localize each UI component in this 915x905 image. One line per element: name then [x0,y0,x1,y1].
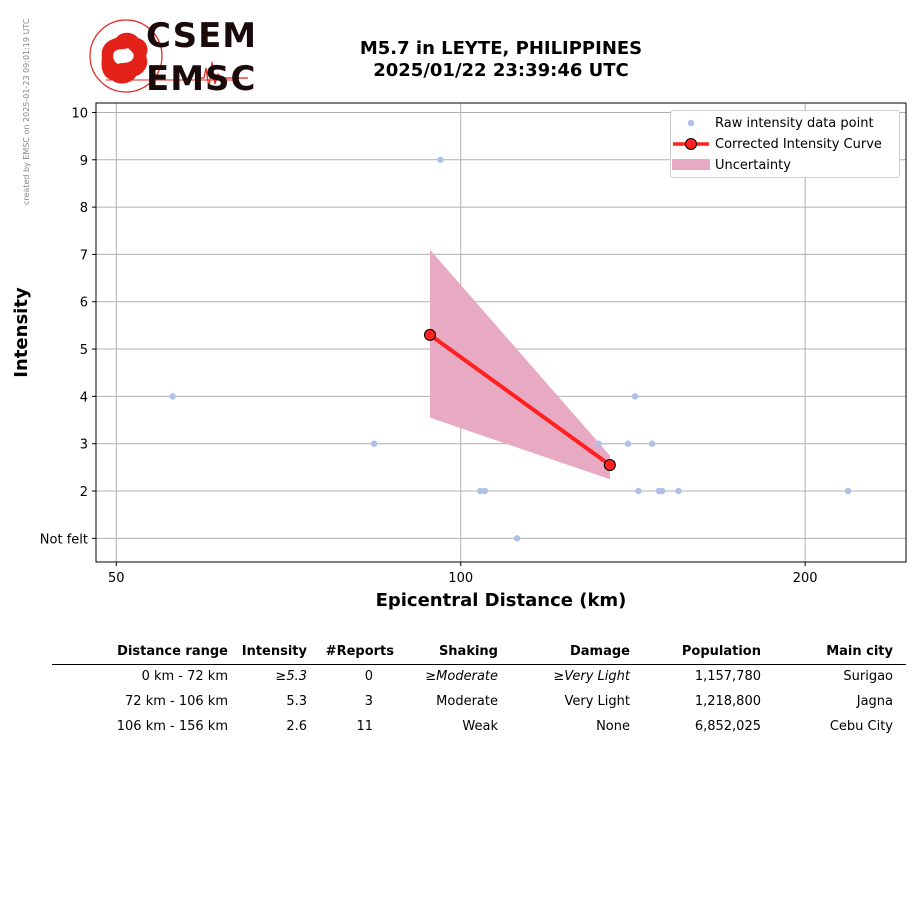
x-tick-label: 100 [448,571,473,586]
legend-item-raw: Raw intensity data point [671,114,874,132]
y-tick-label: 3 [80,438,88,453]
intensity-chart: 50 100 200 Not felt 2 3 4 5 6 7 8 9 10 Epicentral D… [11,102,907,611]
legend-label-curve: Corrected Intensity Curve [715,136,882,152]
y-tick-label: 4 [80,390,88,405]
cell-main-city: Jagna [856,694,893,709]
raw-data-point [437,156,444,163]
y-axis: Not felt 2 3 4 5 6 7 8 9 10 [40,106,96,547]
chart-title: M5.7 in LEYTE, PHILIPPINES 2025/01/22 23… [300,38,702,82]
curve-layer [423,328,616,471]
cell-shaking: ≥Moderate [425,669,498,684]
raw-data-point [648,440,656,447]
y-tick-label: 6 [80,296,88,311]
legend-label-raw: Raw intensity data point [715,115,874,131]
cell-reports: 3 [364,694,373,709]
cell-damage: Very Light [564,694,631,709]
cell-reports: 11 [356,719,373,734]
title-line-2: 2025/01/22 23:39:46 UTC [373,60,629,81]
raw-data-point [513,535,521,542]
y-tick-label: 10 [71,106,88,121]
legend-uncertainty-swatch [672,159,710,170]
y-axis-label: Intensity [11,287,32,378]
corrected-curve-point [603,458,616,471]
legend-item-curve: Corrected Intensity Curve [671,135,882,153]
table-row: 106 km - 156 km 2.6 11 Weak None 6,852,0… [52,715,906,740]
csem-emsc-logo: CSEM EMSC [88,18,258,100]
x-axis-label: Epicentral Distance (km) [376,590,627,611]
cell-distance: 0 km - 72 km [141,669,228,684]
header-damage: Damage [569,644,630,659]
uncertainty-band [429,249,610,480]
raw-data-point [659,487,666,495]
raw-data-point [631,393,639,400]
raw-points-layer [169,156,852,542]
legend-item-uncertainty: Uncertainty [671,156,791,174]
corrected-curve-line [428,333,612,467]
header-main-city: Main city [826,644,893,659]
corrected-curve-point [423,328,436,341]
x-axis: 50 100 200 [108,562,818,586]
y-tick-label: Not felt [40,532,88,547]
cell-population: 1,157,780 [694,669,761,684]
legend-curve-marker [685,138,697,150]
raw-data-point [169,393,176,400]
uncertainty-layer [429,249,610,480]
legend-raw-marker [687,119,695,127]
cell-distance: 106 km - 156 km [116,719,228,734]
header-reports: #Reports [325,644,394,659]
cell-distance: 72 km - 106 km [125,694,228,709]
x-tick-label: 200 [793,571,818,586]
title-line-1: M5.7 in LEYTE, PHILIPPINES [359,38,643,59]
raw-data-point [635,487,642,495]
raw-data-point [595,440,602,447]
header-distance: Distance range [117,644,228,659]
cell-main-city: Surigao [843,669,893,684]
x-tick-label: 50 [108,571,125,586]
y-tick-label: 7 [80,248,88,263]
legend: Raw intensity data point Corrected Inten… [670,110,900,178]
raw-data-point [370,440,378,447]
y-tick-label: 9 [80,154,88,169]
raw-data-point [624,440,632,447]
legend-label-uncertainty: Uncertainty [715,157,791,173]
header-population: Population [681,644,761,659]
logo-word-emsc: EMSC [146,59,257,99]
raw-data-point [844,487,852,495]
header-intensity: Intensity [241,644,307,659]
cell-intensity: ≥5.3 [275,669,307,684]
table-row: 72 km - 106 km 5.3 3 Moderate Very Light… [52,690,906,715]
raw-data-point [477,487,484,495]
cell-population: 1,218,800 [694,694,761,709]
intensity-table: Distance range Intensity #Reports Shakin… [52,640,906,740]
cell-main-city: Cebu City [829,719,893,734]
plot-frame [95,102,907,563]
cell-intensity: 5.3 [286,694,307,709]
cell-intensity: 2.6 [286,719,307,734]
table-row: 0 km - 72 km ≥5.3 0 ≥Moderate ≥Very Ligh… [52,665,906,690]
cell-reports: 0 [364,669,373,684]
header-shaking: Shaking [438,644,498,659]
raw-data-point [481,487,489,495]
logo-word-csem: CSEM [146,16,258,56]
raw-data-point [675,487,682,495]
y-tick-label: 5 [80,343,88,358]
cell-damage: None [596,719,630,734]
y-tick-label: 2 [80,485,88,500]
cell-damage: ≥Very Light [553,669,630,684]
y-tick-label: 8 [80,201,88,216]
cell-population: 6,852,025 [694,719,761,734]
cell-shaking: Moderate [436,694,498,709]
globe-icon [89,19,248,93]
cell-shaking: Weak [462,719,498,734]
table-header: Distance range Intensity #Reports Shakin… [52,640,906,665]
